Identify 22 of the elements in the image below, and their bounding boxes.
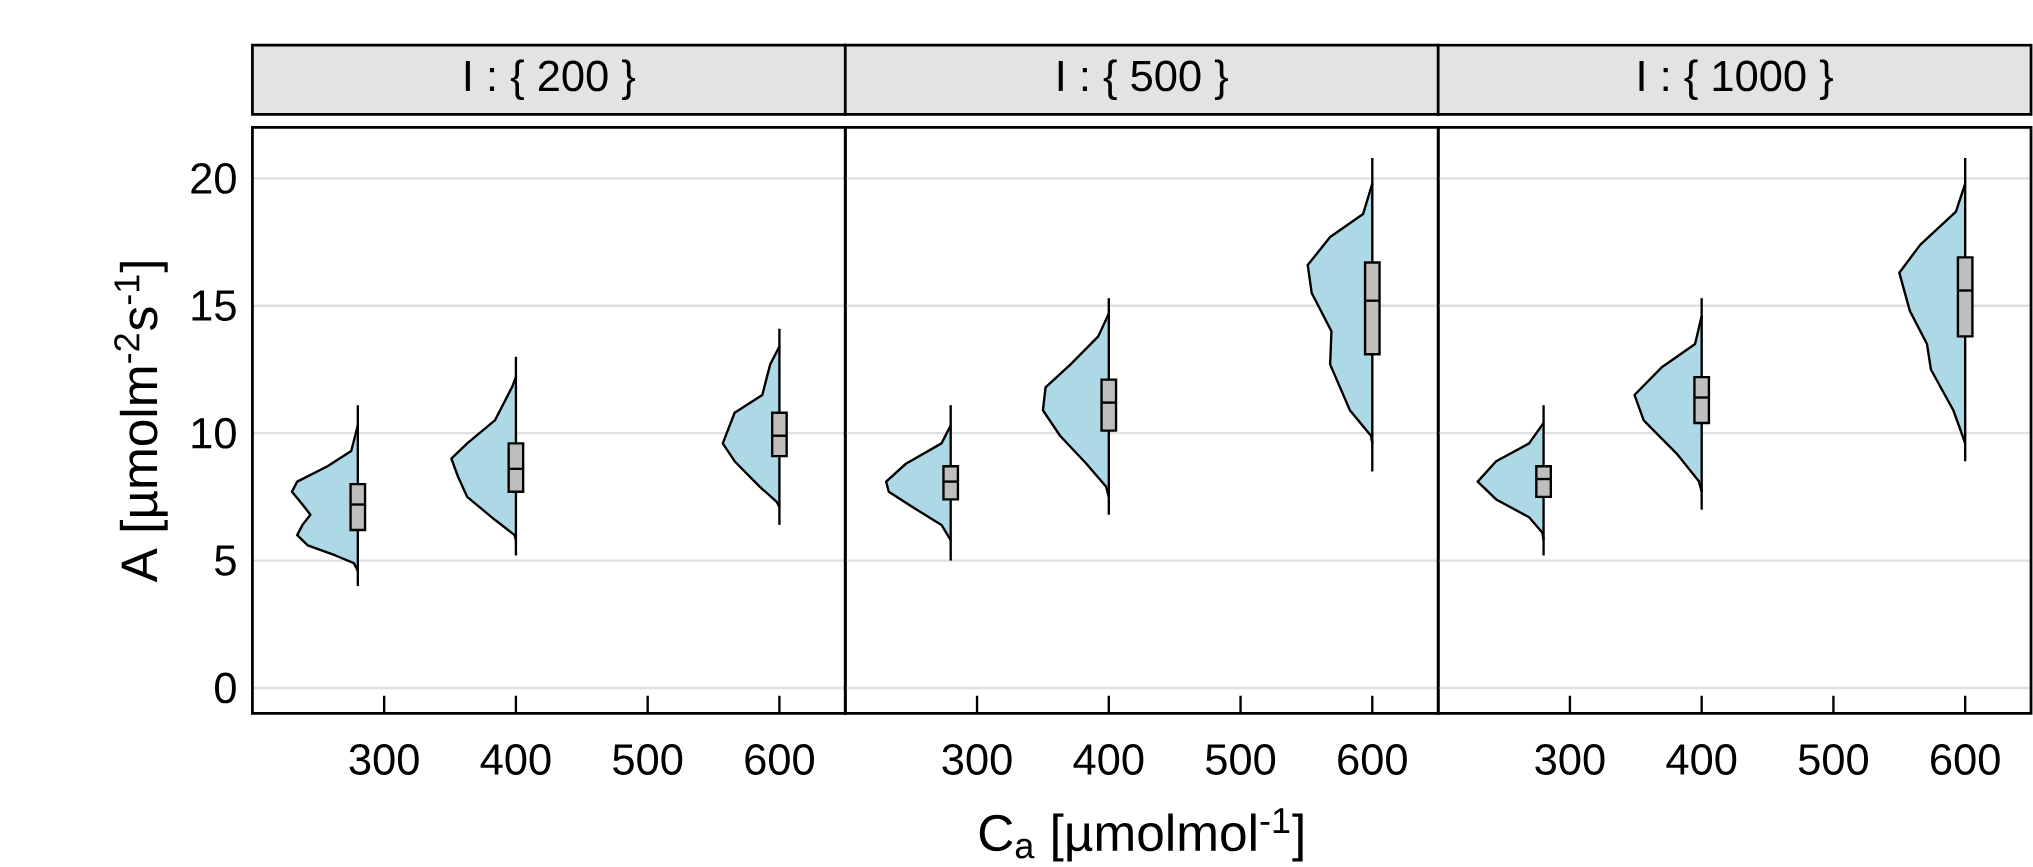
x-tick-label: 400 [480, 744, 551, 776]
x-tick-label: 500 [1206, 744, 1276, 776]
y-tick-label: 20 [191, 163, 236, 195]
chart-title: I : { 500 } [1058, 59, 1228, 101]
chart-title: I : { 1000 } [1639, 59, 1833, 101]
x-tick-label: 600 [1931, 744, 2000, 776]
x-tick-label: 500 [613, 744, 683, 776]
y-tick-label: 0 [215, 672, 236, 704]
x-axis-title: C$_{a}$ [µmolmol$^{-1}$] [979, 808, 1303, 862]
x-tick-label: 600 [745, 744, 814, 776]
x-tick-label: 300 [942, 744, 1012, 776]
chart-title: I : { 200 } [465, 59, 636, 101]
x-tick-label: 500 [1798, 744, 1868, 776]
x-tick-label: 300 [349, 744, 419, 776]
x-tick-label: 400 [1666, 744, 1737, 776]
y-axis-title: A [µmolm$^{-2}$s$^{-1}$] [114, 262, 168, 583]
y-tick-label: 15 [192, 290, 236, 322]
x-tick-label: 600 [1338, 744, 1407, 776]
y-tick-label: 10 [192, 418, 236, 449]
y-tick-label: 5 [215, 545, 236, 576]
x-tick-label: 300 [1535, 744, 1605, 776]
x-tick-label: 400 [1073, 744, 1144, 776]
